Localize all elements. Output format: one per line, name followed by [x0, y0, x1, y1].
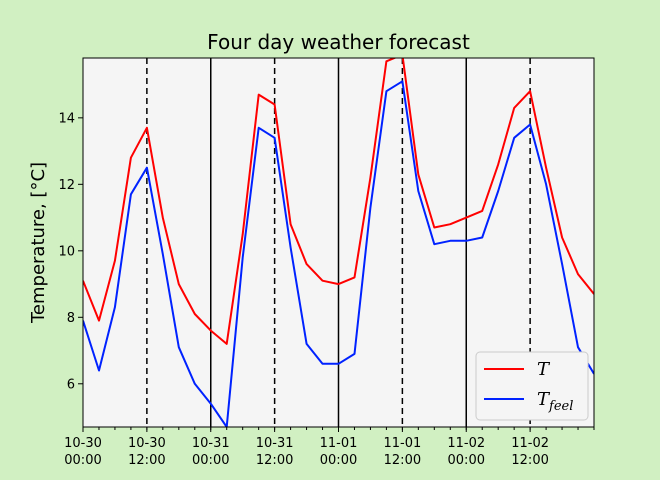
x-tick-time-7: 12:00 [511, 453, 548, 468]
y-axis-ticks: 6 8 10 12 14 [58, 111, 83, 392]
x-tick-time-5: 12:00 [384, 453, 421, 468]
legend-label-tfeel-sub: feel [548, 399, 573, 414]
x-tick-time-6: 00:00 [448, 453, 485, 468]
legend-label-tfeel-main: T [537, 389, 551, 410]
legend: T Tfeel [475, 351, 589, 421]
series-line-t [83, 58, 594, 345]
legend-label-tfeel: Tfeel [537, 389, 573, 414]
x-tick-date-7: 11-02 [511, 436, 549, 451]
y-tick-label-0: 6 [67, 377, 75, 392]
series-line-tfeel [83, 80, 594, 427]
x-tick-time-0: 00:00 [64, 453, 101, 468]
x-tick-date-1: 10-30 [128, 436, 166, 451]
y-tick-label-4: 14 [58, 111, 75, 126]
x-axis-ticks: 10-30 00:00 10-30 12:00 10-31 00:00 10-31 12:00… [64, 427, 595, 468]
chart-title: Four day weather forecast [207, 30, 470, 54]
x-tick-time-2: 00:00 [192, 453, 229, 468]
y-tick-label-3: 12 [58, 178, 75, 193]
y-axis-label: Temperature, [°C] [28, 162, 49, 324]
legend-label-t: T [537, 359, 551, 380]
x-tick-time-3: 12:00 [256, 453, 293, 468]
x-tick-date-2: 10-31 [192, 436, 230, 451]
x-tick-time-1: 12:00 [128, 453, 165, 468]
y-tick-label-2: 10 [58, 244, 75, 259]
x-tick-date-5: 11-01 [383, 436, 421, 451]
x-tick-date-6: 11-02 [447, 436, 485, 451]
plot-frame [82, 57, 595, 428]
x-tick-time-4: 00:00 [320, 453, 357, 468]
series-layer [83, 58, 594, 427]
x-tick-date-3: 10-31 [256, 436, 294, 451]
x-tick-date-0: 10-30 [64, 436, 102, 451]
day-marker-lines [146, 58, 531, 427]
y-tick-label-1: 8 [67, 311, 75, 326]
x-tick-date-4: 11-01 [320, 436, 358, 451]
